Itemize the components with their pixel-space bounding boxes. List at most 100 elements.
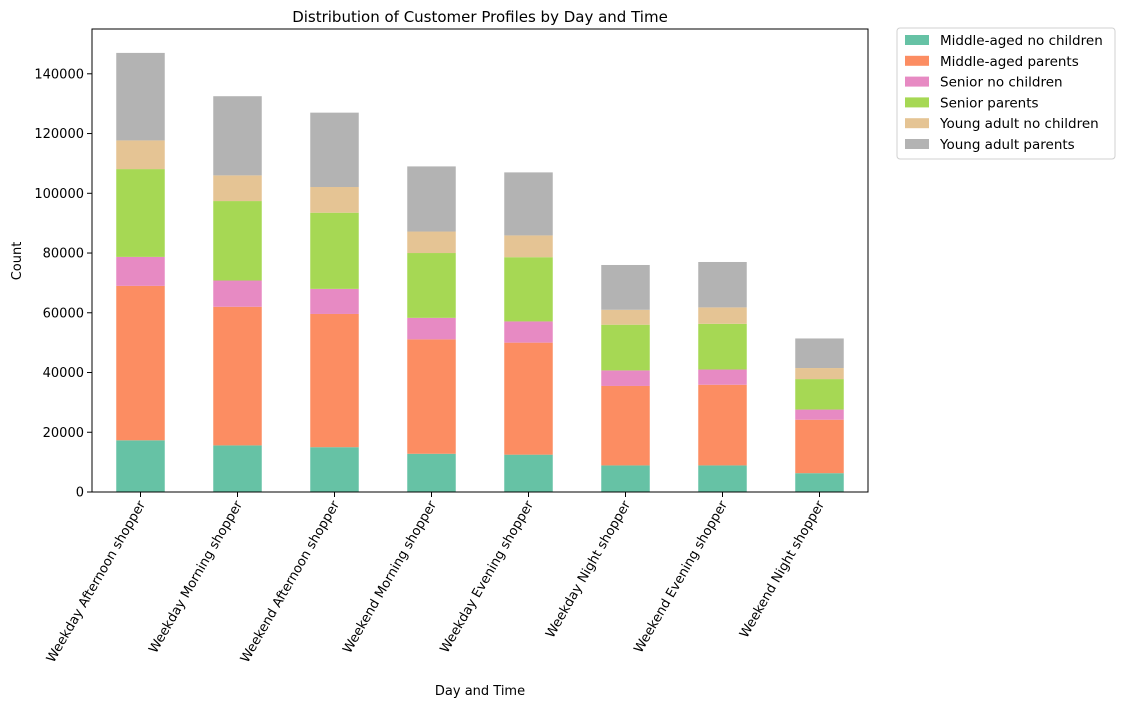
bar-segment — [310, 447, 359, 492]
x-tick-label: Weekday Evening shopper — [438, 498, 538, 656]
legend-swatch — [905, 55, 929, 66]
legend: Middle-aged no children Middle-aged paren… — [896, 27, 1116, 160]
bar-segment — [407, 231, 456, 254]
legend-item: Senior no children — [905, 75, 1063, 91]
bar-segment — [504, 342, 553, 455]
legend-label: Young adult parents — [939, 137, 1075, 153]
bar-stack — [213, 96, 262, 492]
bar-segment — [310, 313, 359, 448]
bar-segment — [310, 212, 359, 289]
bar-segment — [116, 52, 165, 141]
x-axis-label: Day and Time — [435, 684, 525, 699]
legend-swatch — [905, 97, 929, 108]
legend-label: Middle-aged parents — [940, 54, 1079, 70]
bar-segment — [407, 317, 456, 340]
y-axis: 0 20000 40000 60000 80000 100000 120000 140000 — [34, 67, 92, 501]
y-tick-label: 0 — [76, 486, 84, 501]
bar-segment — [310, 288, 359, 314]
bar-segment — [795, 368, 844, 380]
y-tick-label: 100000 — [34, 187, 84, 202]
bar-stack — [407, 166, 456, 492]
bar-stack — [504, 172, 553, 492]
bar-segment — [213, 306, 262, 446]
bar-segment — [213, 175, 262, 202]
legend-swatch — [905, 118, 929, 129]
y-tick-label: 140000 — [34, 67, 84, 82]
legend-swatch — [905, 76, 929, 87]
legend-item: Middle-aged no children — [905, 33, 1103, 49]
legend-items: Middle-aged no children Middle-aged paren… — [905, 33, 1103, 153]
bar-segment — [698, 465, 747, 492]
bar-stack — [116, 52, 165, 492]
bar-segment — [310, 187, 359, 213]
bar-segment — [213, 280, 262, 307]
bar-stack — [795, 338, 844, 492]
x-tick-label: Weekday Morning shopper — [146, 498, 246, 656]
bar-segment — [407, 339, 456, 454]
y-tick-label: 40000 — [43, 366, 84, 381]
bar-segment — [116, 285, 165, 441]
y-tick-label: 60000 — [43, 306, 84, 321]
bar-segment — [698, 384, 747, 466]
bar-segment — [795, 338, 844, 369]
legend-label: Senior no children — [940, 75, 1063, 91]
y-tick-label: 120000 — [34, 127, 84, 142]
bar-segment — [601, 324, 650, 371]
legend-swatch — [905, 139, 929, 149]
bar-segment — [601, 309, 650, 325]
bars-layer — [116, 52, 844, 492]
bar-segment — [698, 307, 747, 324]
x-tick-label: Weekday Night shopper — [543, 498, 634, 641]
bar-segment — [116, 440, 165, 492]
bar-stack — [310, 112, 359, 492]
legend-label: Senior parents — [940, 95, 1039, 111]
x-tick-label: Weekend Morning shopper — [340, 498, 440, 656]
bar-segment — [116, 256, 165, 286]
x-tick-label: Weekend Night shopper — [737, 498, 828, 641]
legend-item: Young adult no children — [905, 116, 1099, 132]
legend-swatch — [905, 35, 929, 45]
legend-label: Middle-aged no children — [940, 33, 1103, 49]
bar-segment — [795, 473, 844, 492]
bar-segment — [601, 370, 650, 386]
bar-segment — [116, 169, 165, 257]
y-tick-label: 20000 — [43, 426, 84, 441]
legend-label: Young adult no children — [939, 116, 1099, 132]
bar-segment — [601, 264, 650, 310]
bar-segment — [795, 409, 844, 420]
bar-segment — [504, 321, 553, 343]
bar-segment — [698, 323, 747, 370]
bar-segment — [407, 253, 456, 318]
bar-segment — [310, 112, 359, 188]
x-tick-label: Weekend Evening shopper — [631, 498, 731, 656]
bar-segment — [795, 379, 844, 410]
bar-segment — [116, 140, 165, 170]
bar-stack — [698, 261, 747, 492]
chart-title: Distribution of Customer Profiles by Day… — [292, 8, 668, 26]
bar-segment — [213, 445, 262, 492]
legend-item: Senior parents — [905, 95, 1039, 111]
y-axis-label: Count — [10, 242, 25, 281]
bar-stack — [601, 264, 650, 492]
legend-item: Young adult parents — [905, 137, 1075, 153]
bar-segment — [213, 96, 262, 176]
bar-segment — [795, 419, 844, 474]
legend-item: Middle-aged parents — [905, 54, 1079, 70]
bar-segment — [601, 385, 650, 466]
bar-segment — [698, 369, 747, 385]
bar-segment — [504, 235, 553, 258]
bar-segment — [213, 201, 262, 281]
bar-segment — [407, 453, 456, 492]
bar-segment — [504, 172, 553, 236]
x-tick-label: Weekday Afternoon shopper — [44, 498, 149, 665]
bar-segment — [504, 454, 553, 492]
x-tick-label: Weekend Afternoon shopper — [238, 498, 343, 665]
legend-frame — [896, 27, 1116, 160]
bar-segment — [698, 261, 747, 308]
bar-segment — [407, 166, 456, 232]
plot-frame — [91, 28, 869, 493]
bar-segment — [601, 465, 650, 492]
y-tick-label: 80000 — [43, 247, 84, 262]
